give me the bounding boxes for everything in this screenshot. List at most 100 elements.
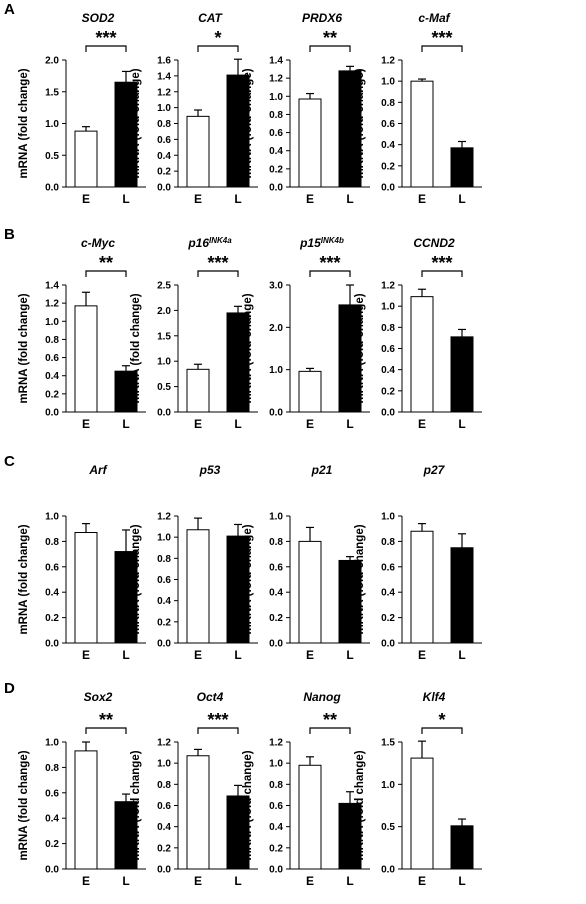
- x-tick-label: E: [194, 417, 202, 431]
- significance-stars: ***: [207, 253, 228, 273]
- chart-title: SOD2: [82, 11, 115, 25]
- chart-title-main: CCND2: [413, 236, 455, 250]
- x-tick-label: E: [194, 648, 202, 662]
- chart-title-main: Sox2: [84, 690, 113, 704]
- bar-l: [450, 147, 474, 188]
- y-tick-label: 1.2: [157, 512, 171, 523]
- y-tick-label: 0.6: [45, 353, 59, 364]
- y-tick-label: 0.4: [381, 140, 395, 151]
- bar-e: [298, 764, 322, 870]
- significance-stars: ***: [431, 28, 452, 48]
- y-tick-label: 0.2: [45, 839, 59, 850]
- y-tick-label: 0.0: [45, 639, 59, 650]
- y-tick-label: 0.6: [157, 575, 171, 586]
- significance-bracket: [309, 270, 351, 277]
- y-tick-label: 0.4: [157, 596, 171, 607]
- y-tick-label: 0.6: [269, 562, 283, 573]
- significance-stars: ***: [431, 253, 452, 273]
- y-axis-title: mRNA (fold change): [130, 293, 142, 403]
- y-tick-label: 0.2: [45, 389, 59, 400]
- bar-e: [74, 130, 98, 188]
- chart-title-main: PRDX6: [302, 11, 342, 25]
- x-tick-label: E: [194, 192, 202, 206]
- y-tick-label: 1.0: [269, 512, 283, 523]
- y-tick-label: 0.2: [381, 613, 395, 624]
- significance-bracket: [85, 727, 127, 734]
- chart-title: p53: [199, 463, 221, 477]
- y-axis-title: mRNA (fold change): [18, 68, 30, 178]
- x-tick-label: L: [234, 648, 241, 662]
- y-tick-label: 0.0: [45, 183, 59, 194]
- y-tick-label: 0.8: [269, 110, 283, 121]
- x-tick-label: L: [234, 874, 241, 888]
- chart-c-maf: c-Maf 0.0 0.2 0.4 0.6 0.8 1.0 1.2 mRNA (fold cha…: [354, 11, 482, 206]
- y-tick-label: 0.8: [45, 763, 59, 774]
- y-tick-label: 1.0: [381, 77, 395, 88]
- y-tick-label: 0.4: [381, 365, 395, 376]
- y-tick-label: 0.6: [269, 128, 283, 139]
- y-tick-label: 1.0: [269, 759, 283, 770]
- x-tick-label: L: [458, 192, 465, 206]
- y-tick-label: 0.6: [157, 801, 171, 812]
- y-tick-label: 0.2: [157, 167, 171, 178]
- chart-title-main: CAT: [198, 11, 223, 25]
- y-tick-label: 0.8: [269, 537, 283, 548]
- y-tick-label: 0.8: [269, 780, 283, 791]
- y-tick-label: 0.5: [381, 822, 395, 833]
- y-tick-label: 1.2: [381, 281, 395, 292]
- y-tick-label: 1.0: [381, 780, 395, 791]
- x-tick-label: E: [194, 874, 202, 888]
- significance-bracket: [309, 45, 351, 52]
- y-tick-label: 0.6: [381, 562, 395, 573]
- x-tick-label: L: [234, 192, 241, 206]
- y-tick-label: 1.4: [269, 56, 283, 67]
- significance-stars: ***: [207, 710, 228, 730]
- y-tick-label: 0.0: [157, 408, 171, 419]
- y-tick-label: 0.8: [381, 323, 395, 334]
- y-tick-label: 0.0: [269, 639, 283, 650]
- significance-stars: **: [323, 710, 337, 730]
- y-axis-title: mRNA (fold change): [18, 524, 30, 634]
- y-tick-label: 0.4: [269, 146, 283, 157]
- significance-bracket: [197, 727, 239, 734]
- y-tick-label: 0.2: [157, 843, 171, 854]
- y-axis-title: mRNA (fold change): [130, 750, 142, 860]
- y-tick-label: 0.4: [45, 371, 59, 382]
- x-tick-label: E: [418, 648, 426, 662]
- y-tick-label: 0.6: [45, 788, 59, 799]
- chart-title-main: c-Maf: [418, 11, 450, 25]
- y-tick-label: 1.4: [45, 281, 59, 292]
- chart-title-superscript: INK4a: [209, 236, 232, 245]
- y-tick-label: 0.4: [45, 588, 59, 599]
- y-tick-label: 0.4: [45, 814, 59, 825]
- y-tick-label: 1.5: [45, 87, 59, 98]
- x-tick-label: E: [306, 192, 314, 206]
- chart-title: Sox2: [84, 690, 113, 704]
- y-tick-label: 0.4: [381, 588, 395, 599]
- significance-bracket: [309, 727, 351, 734]
- chart-title: CAT: [198, 11, 223, 25]
- x-tick-label: L: [346, 192, 353, 206]
- y-tick-label: 0.8: [45, 537, 59, 548]
- y-tick-label: 0.0: [381, 183, 395, 194]
- y-tick-label: 1.0: [157, 759, 171, 770]
- x-tick-label: E: [82, 192, 90, 206]
- y-tick-label: 1.5: [157, 331, 171, 342]
- y-tick-label: 0.4: [269, 588, 283, 599]
- chart-title-main: Arf: [88, 463, 107, 477]
- chart-c-myc: c-Myc 0.0 0.2 0.4 0.6 0.8 1.0 1.2 1.4 mRNA (fold …: [18, 236, 146, 431]
- chart-p53: p53 0.0 0.2 0.4 0.6 0.8 1.0 1.2 mRNA (fold chang…: [130, 463, 258, 662]
- y-tick-label: 1.0: [45, 119, 59, 130]
- y-tick-label: 0.5: [45, 151, 59, 162]
- y-tick-label: 0.0: [381, 639, 395, 650]
- y-axis-title: mRNA (fold change): [354, 750, 366, 860]
- bar-e: [410, 80, 434, 188]
- y-axis-title: mRNA (fold change): [242, 68, 254, 178]
- bar-e: [74, 750, 98, 870]
- y-axis-title: mRNA (fold change): [130, 68, 142, 178]
- chart-title-main: Nanog: [303, 690, 341, 704]
- y-axis-title: mRNA (fold change): [242, 293, 254, 403]
- chart-cat: CAT 0.0 0.2 0.4 0.6 0.8 1.0 1.2 1.4 1.6 mRNA (fold…: [130, 11, 258, 206]
- y-tick-label: 1.2: [45, 299, 59, 310]
